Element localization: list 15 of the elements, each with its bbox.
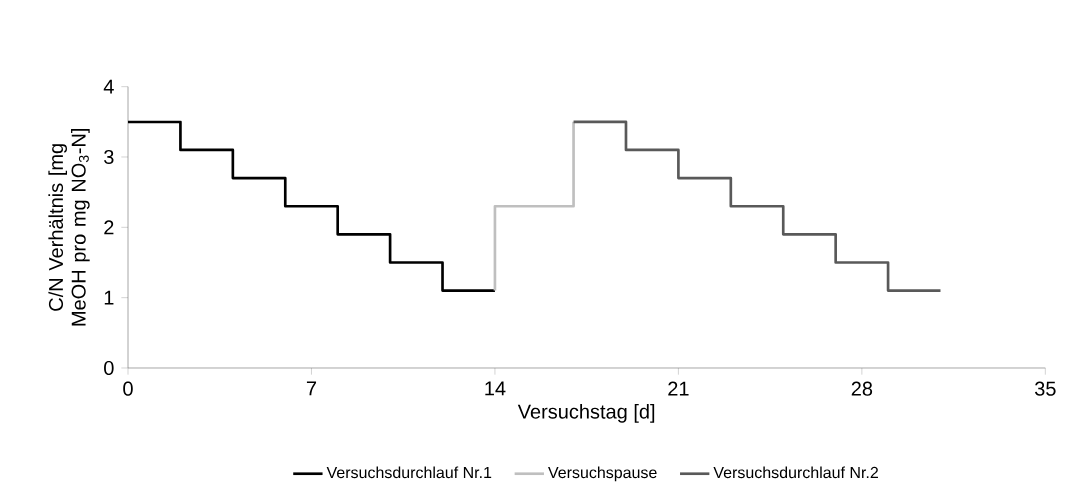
y-tick-label: 3: [104, 149, 114, 165]
x-tick-label: 21: [668, 381, 689, 396]
y-tick-label: 4: [103, 79, 114, 94]
legend-label: Versuchspause: [548, 466, 657, 482]
x-tick-label: 0: [123, 381, 133, 396]
y-tick-label: 2: [104, 220, 114, 235]
x-tick-label: 28: [851, 381, 873, 396]
legend-label: Versuchsdurchlauf Nr.2: [713, 466, 878, 479]
x-tick-label: 14: [485, 381, 506, 396]
y-tick-label: 0: [104, 360, 114, 376]
x-tick-label: 7: [306, 381, 317, 396]
legend-label: Versuchsdurchlauf Nr.1: [326, 466, 492, 479]
y-tick-label: 1: [104, 290, 114, 305]
x-tick-label: 35: [1034, 381, 1056, 396]
x-axis-title: Versuchstag [d]: [517, 404, 655, 423]
